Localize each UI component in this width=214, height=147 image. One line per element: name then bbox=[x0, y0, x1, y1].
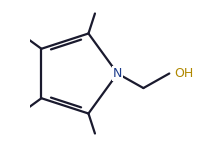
Text: N: N bbox=[113, 67, 122, 80]
Text: OH: OH bbox=[174, 67, 193, 80]
